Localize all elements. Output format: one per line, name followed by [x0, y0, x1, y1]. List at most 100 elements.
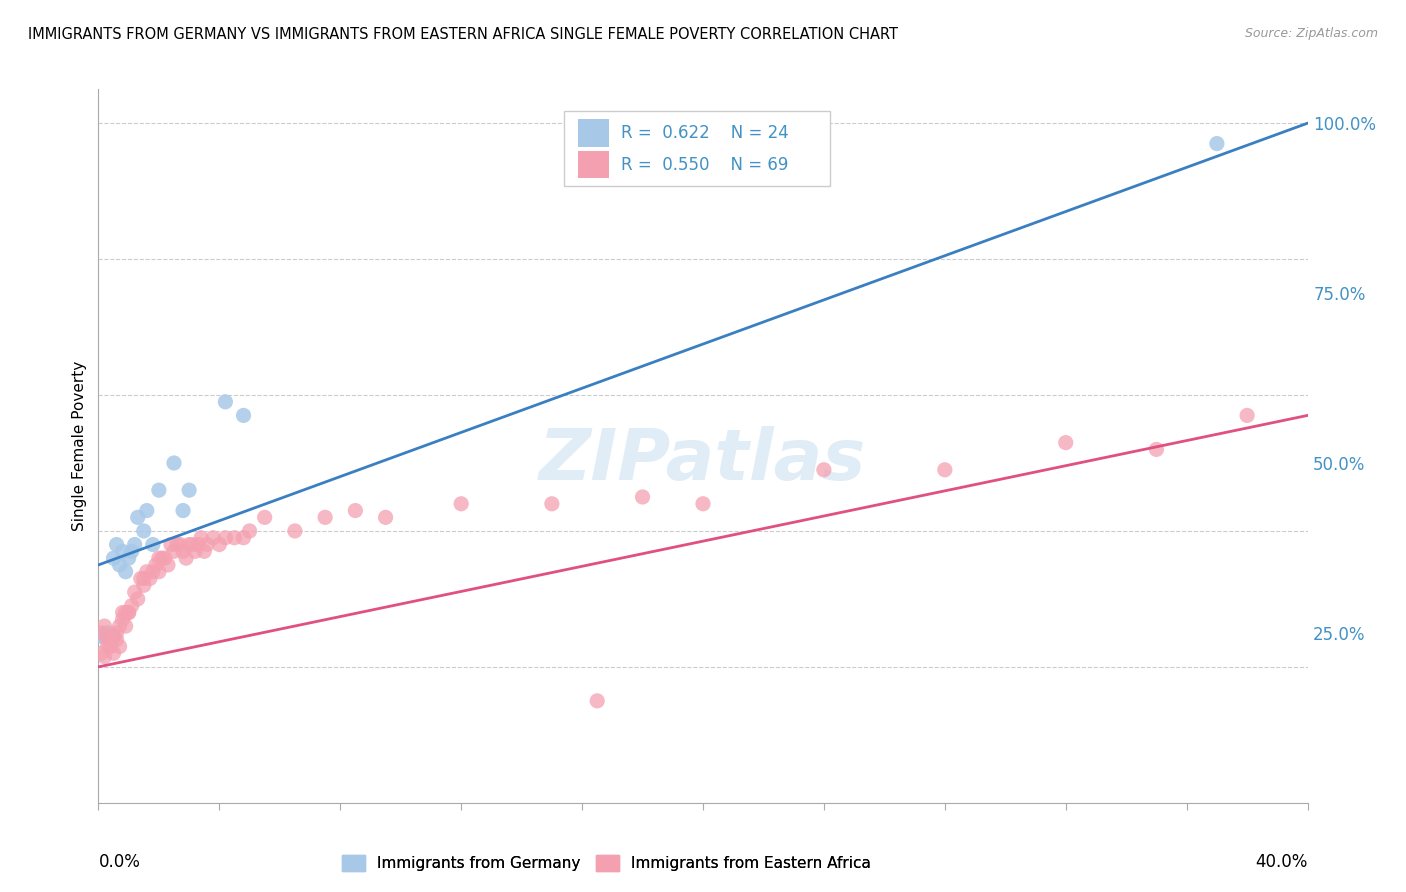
Point	[100, 640, 122, 654]
Point	[232, 409, 254, 423]
Point	[163, 456, 186, 470]
Point	[139, 572, 162, 586]
Text: ZIPatlas: ZIPatlas	[540, 425, 866, 495]
Point	[156, 558, 179, 572]
Point	[145, 558, 167, 572]
Point	[190, 531, 212, 545]
Point	[344, 503, 367, 517]
Point	[127, 510, 149, 524]
Point	[124, 585, 146, 599]
Point	[148, 483, 170, 498]
Point	[93, 649, 115, 664]
Point	[1206, 136, 1229, 151]
Point	[202, 531, 225, 545]
Text: Source: ZipAtlas.com: Source: ZipAtlas.com	[1244, 27, 1378, 40]
Point	[118, 606, 141, 620]
Point	[96, 632, 118, 647]
Point	[105, 632, 128, 647]
Point	[118, 606, 141, 620]
Point	[692, 497, 714, 511]
Point	[142, 537, 165, 551]
Point	[184, 544, 207, 558]
Point	[174, 551, 197, 566]
Point	[118, 551, 141, 566]
Point	[142, 565, 165, 579]
Point	[179, 483, 201, 498]
Point	[103, 551, 125, 566]
Point	[127, 591, 149, 606]
Point	[187, 537, 209, 551]
Point	[284, 524, 307, 538]
Point	[160, 537, 183, 551]
Point	[90, 646, 112, 660]
Point	[163, 544, 186, 558]
Point	[121, 599, 143, 613]
Point	[253, 510, 276, 524]
Text: 40.0%: 40.0%	[1256, 853, 1308, 871]
Point	[103, 646, 125, 660]
Point	[214, 394, 236, 409]
Text: R =  0.622    N = 24: R = 0.622 N = 24	[621, 124, 789, 142]
Point	[114, 565, 136, 579]
Point	[132, 578, 155, 592]
Point	[169, 537, 191, 551]
Point	[124, 537, 146, 551]
Point	[105, 626, 128, 640]
Point	[450, 497, 472, 511]
Point	[129, 572, 152, 586]
Point	[934, 463, 956, 477]
Point	[111, 606, 134, 620]
Point	[195, 537, 218, 551]
Point	[1054, 435, 1077, 450]
Point	[96, 640, 118, 654]
Point	[181, 537, 204, 551]
Point	[108, 558, 131, 572]
Bar	[578, 152, 609, 178]
Point	[1236, 409, 1258, 423]
Point	[105, 537, 128, 551]
Point	[214, 531, 236, 545]
Point	[374, 510, 396, 524]
Point	[172, 544, 194, 558]
Point	[111, 612, 134, 626]
Point	[90, 629, 112, 643]
Point	[314, 510, 336, 524]
Point	[100, 632, 122, 647]
Point	[111, 544, 134, 558]
Point	[108, 640, 131, 654]
Point	[239, 524, 262, 538]
Point	[114, 606, 136, 620]
Point	[631, 490, 654, 504]
Point	[100, 632, 122, 647]
Point	[148, 565, 170, 579]
Point	[90, 626, 112, 640]
Point	[586, 694, 609, 708]
Point	[135, 503, 157, 517]
Point	[93, 619, 115, 633]
Point	[1144, 442, 1167, 457]
Bar	[578, 120, 609, 146]
Point	[103, 629, 125, 643]
Point	[96, 626, 118, 640]
Point	[193, 544, 215, 558]
Text: 0.0%: 0.0%	[98, 853, 141, 871]
Y-axis label: Single Female Poverty: Single Female Poverty	[72, 361, 87, 531]
Point	[93, 629, 115, 643]
Point	[150, 551, 173, 566]
Point	[135, 565, 157, 579]
Point	[153, 551, 176, 566]
Point	[540, 497, 562, 511]
Point	[172, 503, 194, 517]
Text: R =  0.550    N = 69: R = 0.550 N = 69	[621, 156, 789, 174]
Point	[224, 531, 246, 545]
Point	[148, 551, 170, 566]
Point	[132, 572, 155, 586]
Legend: Immigrants from Germany, Immigrants from Eastern Africa: Immigrants from Germany, Immigrants from…	[336, 849, 877, 877]
Point	[114, 619, 136, 633]
Point	[108, 619, 131, 633]
Point	[103, 629, 125, 643]
Bar	[564, 111, 830, 186]
Point	[166, 537, 188, 551]
Point	[132, 524, 155, 538]
Point	[208, 537, 231, 551]
